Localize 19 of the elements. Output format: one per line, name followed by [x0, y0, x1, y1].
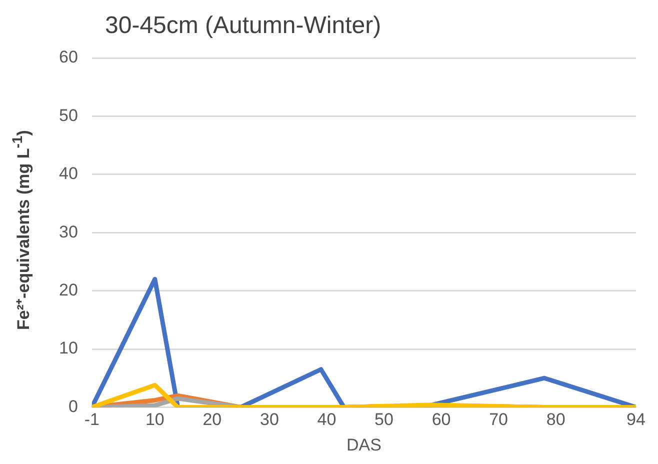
x-tick-label: 80	[546, 410, 566, 430]
y-tick-label: 0	[68, 396, 78, 416]
y-tick-label: 10	[58, 338, 78, 358]
y-tick-label: 20	[58, 280, 78, 300]
x-tick-label: 70	[489, 410, 508, 430]
chart-title: 30-45cm (Autumn-Winter)	[105, 12, 382, 40]
y-tick-label: 40	[58, 164, 78, 184]
x-tick-label: 30	[260, 410, 279, 430]
y-tick-label: 30	[58, 222, 78, 242]
y-tick-label: 50	[58, 106, 78, 125]
x-tick-label: 40	[317, 410, 336, 430]
x-tick-label: 10	[145, 410, 164, 430]
x-tick-label: -1	[84, 410, 100, 430]
x-tick-label: 60	[432, 410, 451, 430]
x-tick-label: 50	[374, 410, 394, 430]
x-tick-label: 94	[626, 410, 646, 430]
y-tick-label: 60	[58, 48, 78, 67]
x-tick-label: 20	[202, 410, 222, 430]
x-axis-title: DAS	[346, 435, 382, 454]
